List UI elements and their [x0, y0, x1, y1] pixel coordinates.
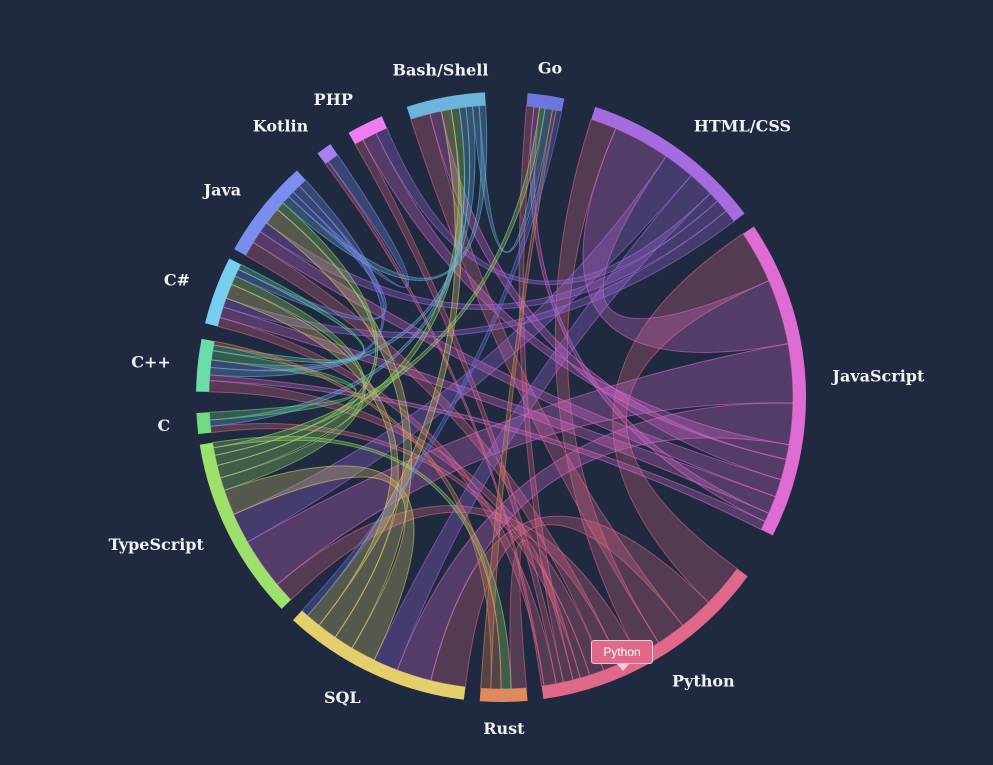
ribbon-javascript-php[interactable] [362, 132, 790, 460]
arc-python[interactable] [541, 568, 748, 700]
arc-rust[interactable] [479, 687, 528, 702]
arc-c[interactable] [196, 412, 212, 435]
group-label-layer: Python Rust SQL TypeScript C C++ C# Java Kotlin P… [109, 59, 925, 738]
ribbon-python-go[interactable] [518, 105, 574, 683]
label-rust: Rust [483, 719, 525, 738]
arc-bash-shell[interactable] [406, 92, 486, 120]
label-python: Python [672, 672, 735, 691]
label-html-css: HTML/CSS [694, 117, 791, 136]
hover-tooltip: Python [591, 640, 653, 664]
ribbon-bash-shell-go[interactable] [471, 105, 554, 253]
label-c: C++ [131, 352, 171, 371]
arc-javascript[interactable] [743, 226, 806, 536]
ribbon-typescript-rust[interactable] [212, 436, 512, 690]
ribbon-python-c[interactable] [217, 316, 557, 687]
label-kotlin: Kotlin [253, 117, 309, 136]
ribbon-javascript-go[interactable] [529, 106, 770, 523]
group-arc-layer [196, 92, 806, 702]
arc-html-css[interactable] [591, 106, 745, 222]
ribbon-layer [208, 104, 794, 690]
ribbon-python-sql[interactable] [430, 515, 710, 688]
arc-go[interactable] [526, 93, 565, 112]
ribbon-html-css-c[interactable] [222, 210, 735, 338]
label-java: Java [202, 180, 242, 199]
arc-kotlin[interactable] [317, 144, 338, 164]
ribbon-python-typescript[interactable] [276, 505, 639, 665]
label-bash-shell: Bash/Shell [393, 61, 489, 80]
label-javascript: JavaScript [830, 367, 925, 386]
arc-typescript[interactable] [199, 442, 291, 609]
label-sql: SQL [324, 688, 361, 707]
ribbon-bash-shell-c[interactable] [209, 105, 476, 377]
label-typescript: TypeScript [109, 535, 205, 554]
arc-c[interactable] [196, 338, 215, 392]
ribbon-bash-shell-java[interactable] [282, 104, 488, 281]
ribbon-javascript-sql[interactable] [396, 402, 794, 682]
arc-php[interactable] [348, 116, 387, 145]
ribbon-javascript-c[interactable] [208, 374, 766, 531]
label-c: C [158, 416, 171, 435]
arc-java[interactable] [234, 170, 306, 256]
ribbon-html-css-sql[interactable] [373, 174, 712, 671]
ribbon-python-java[interactable] [244, 241, 621, 671]
label-c: C# [164, 271, 190, 290]
ribbon-python-html-css[interactable] [554, 118, 660, 656]
arc-c[interactable] [205, 258, 241, 327]
label-php: PHP [314, 90, 353, 109]
label-go: Go [538, 59, 563, 78]
tooltip-pointer [617, 664, 629, 671]
arc-sql[interactable] [292, 610, 466, 700]
